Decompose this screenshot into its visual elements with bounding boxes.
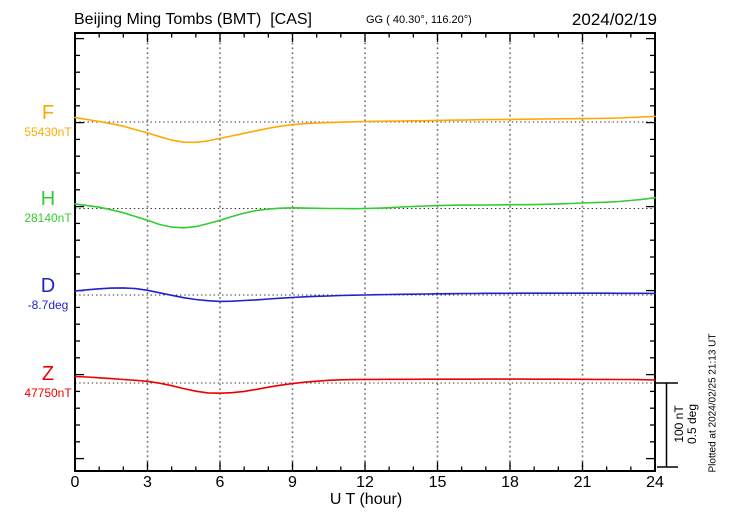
plot-frame — [74, 32, 656, 472]
trace-F — [74, 115, 656, 144]
trace-D — [74, 287, 656, 303]
series-letter-D: D — [40, 275, 56, 297]
scale-bar-label: 100 nT 0.5 deg — [672, 403, 699, 445]
series-label-H: H 28140nT — [14, 189, 82, 225]
plot-date: 2024/02/19 — [571, 10, 657, 29]
series-baseline-value-F: 55430nT — [24, 125, 72, 139]
station-coordinates: GG ( 40.30°, 116.20°) — [366, 14, 472, 26]
x-tick-label-9: 9 — [288, 474, 297, 491]
x-tick-label-21: 21 — [573, 474, 592, 491]
trace-H — [74, 196, 656, 229]
series-label-F: F 55430nT — [14, 103, 82, 139]
x-tick-label-24: 24 — [646, 474, 664, 491]
x-tick-label-12: 12 — [356, 474, 374, 491]
trace-Z — [74, 375, 656, 395]
series-letter-F: F — [41, 102, 55, 124]
series-label-Z: Z 47750nT — [14, 364, 82, 400]
series-label-D: D -8.7deg — [14, 276, 82, 312]
x-tick-label-0: 0 — [70, 474, 80, 491]
series-letter-Z: Z — [41, 363, 55, 385]
series-baseline-value-Z: 47750nT — [24, 386, 72, 400]
plotted-at-note: Plotted at 2024/02/25 21:13 UT — [707, 333, 719, 473]
series-letter-H: H — [40, 188, 56, 210]
series-baseline-value-H: 28140nT — [24, 211, 72, 225]
page-title: Beijing Ming Tombs (BMT) [CAS] — [74, 11, 312, 28]
series-baseline-value-D: -8.7deg — [27, 298, 69, 312]
x-tick-label-3: 3 — [143, 474, 152, 491]
x-tick-label-15: 15 — [428, 474, 447, 491]
x-axis-title: U T (hour) — [329, 491, 403, 508]
x-tick-label-18: 18 — [501, 474, 519, 491]
x-tick-label-6: 6 — [215, 474, 225, 491]
scale-bar-deg-label: 0.5 deg — [685, 403, 699, 445]
